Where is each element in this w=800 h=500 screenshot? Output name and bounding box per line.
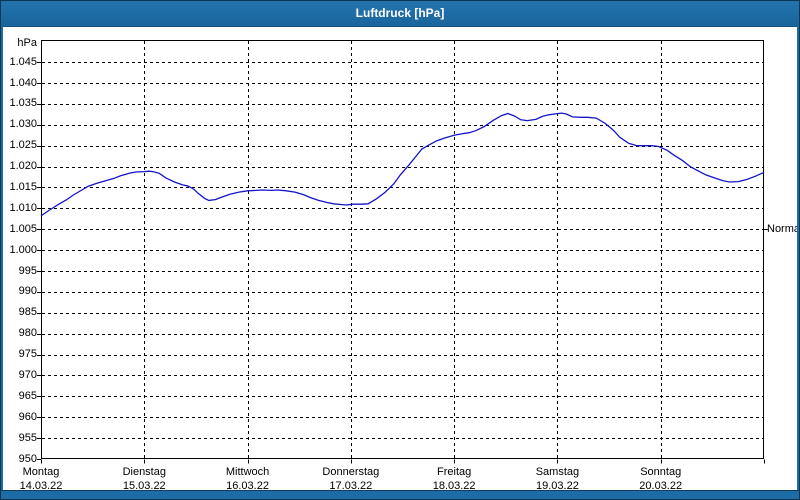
y-axis-tick-label: 1.025 [9, 139, 37, 152]
y-axis-tick-label: 1.005 [9, 222, 37, 235]
window-right-border [797, 26, 799, 490]
x-axis-date-label: 14.03.22 [19, 480, 63, 492]
x-axis-day-label: Dienstag [122, 466, 166, 478]
x-axis-day-label: Samstag [535, 466, 580, 478]
y-axis-tick-label: 1.040 [9, 76, 37, 89]
title-bar: Luftdruck [hPa] [1, 1, 799, 27]
x-axis-day-label: Donnerstag [322, 466, 380, 478]
x-axis-day-label: Mittwoch [225, 466, 270, 478]
x-axis-date-label: 18.03.22 [432, 480, 476, 492]
window-title: Luftdruck [hPa] [355, 6, 445, 20]
y-axis-tick-label: 1.035 [9, 97, 37, 110]
x-axis-day-label: Freitag [437, 466, 472, 478]
x-axis-date-label: 15.03.22 [122, 480, 166, 492]
y-axis-tick-label: 990 [18, 285, 37, 298]
x-axis-date-label: 16.03.22 [226, 480, 269, 492]
y-axis-tick-label: 965 [18, 389, 37, 402]
x-axis-day-label: Sonntag [640, 466, 682, 478]
y-axis-tick-label: 1.030 [9, 118, 37, 131]
y-axis-tick-label: 975 [18, 348, 37, 361]
y-axis-unit-label: hPa [17, 37, 37, 49]
y-axis-tick-label: 950 [18, 452, 37, 465]
pressure-line [40, 112, 765, 217]
y-axis-tick-label: 1.015 [9, 180, 37, 193]
y-axis-tick-label: 995 [18, 264, 37, 277]
window-left-border [1, 26, 3, 490]
x-axis-date-label: 19.03.22 [536, 480, 579, 492]
y-axis-tick-label: 1.010 [9, 201, 37, 214]
y-axis-tick-label: 955 [18, 431, 37, 444]
x-axis-date-label: 20.03.22 [639, 480, 683, 492]
y-axis-tick-label: 1.000 [9, 243, 37, 256]
normal-marker-label: Normal [767, 222, 800, 235]
y-axis-tick-label: 1.045 [9, 55, 37, 68]
y-axis-tick-label: 985 [18, 306, 37, 319]
y-axis-tick-label: 970 [18, 368, 37, 381]
y-axis-tick-label: 960 [18, 410, 37, 423]
y-axis-tick-label: 980 [18, 327, 37, 340]
status-bar [1, 490, 799, 499]
x-axis-date-label: 17.03.22 [329, 480, 373, 492]
plot-frame [41, 40, 764, 459]
x-axis-day-label: Montag [22, 466, 60, 478]
y-axis-tick-label: 1.020 [9, 160, 37, 173]
